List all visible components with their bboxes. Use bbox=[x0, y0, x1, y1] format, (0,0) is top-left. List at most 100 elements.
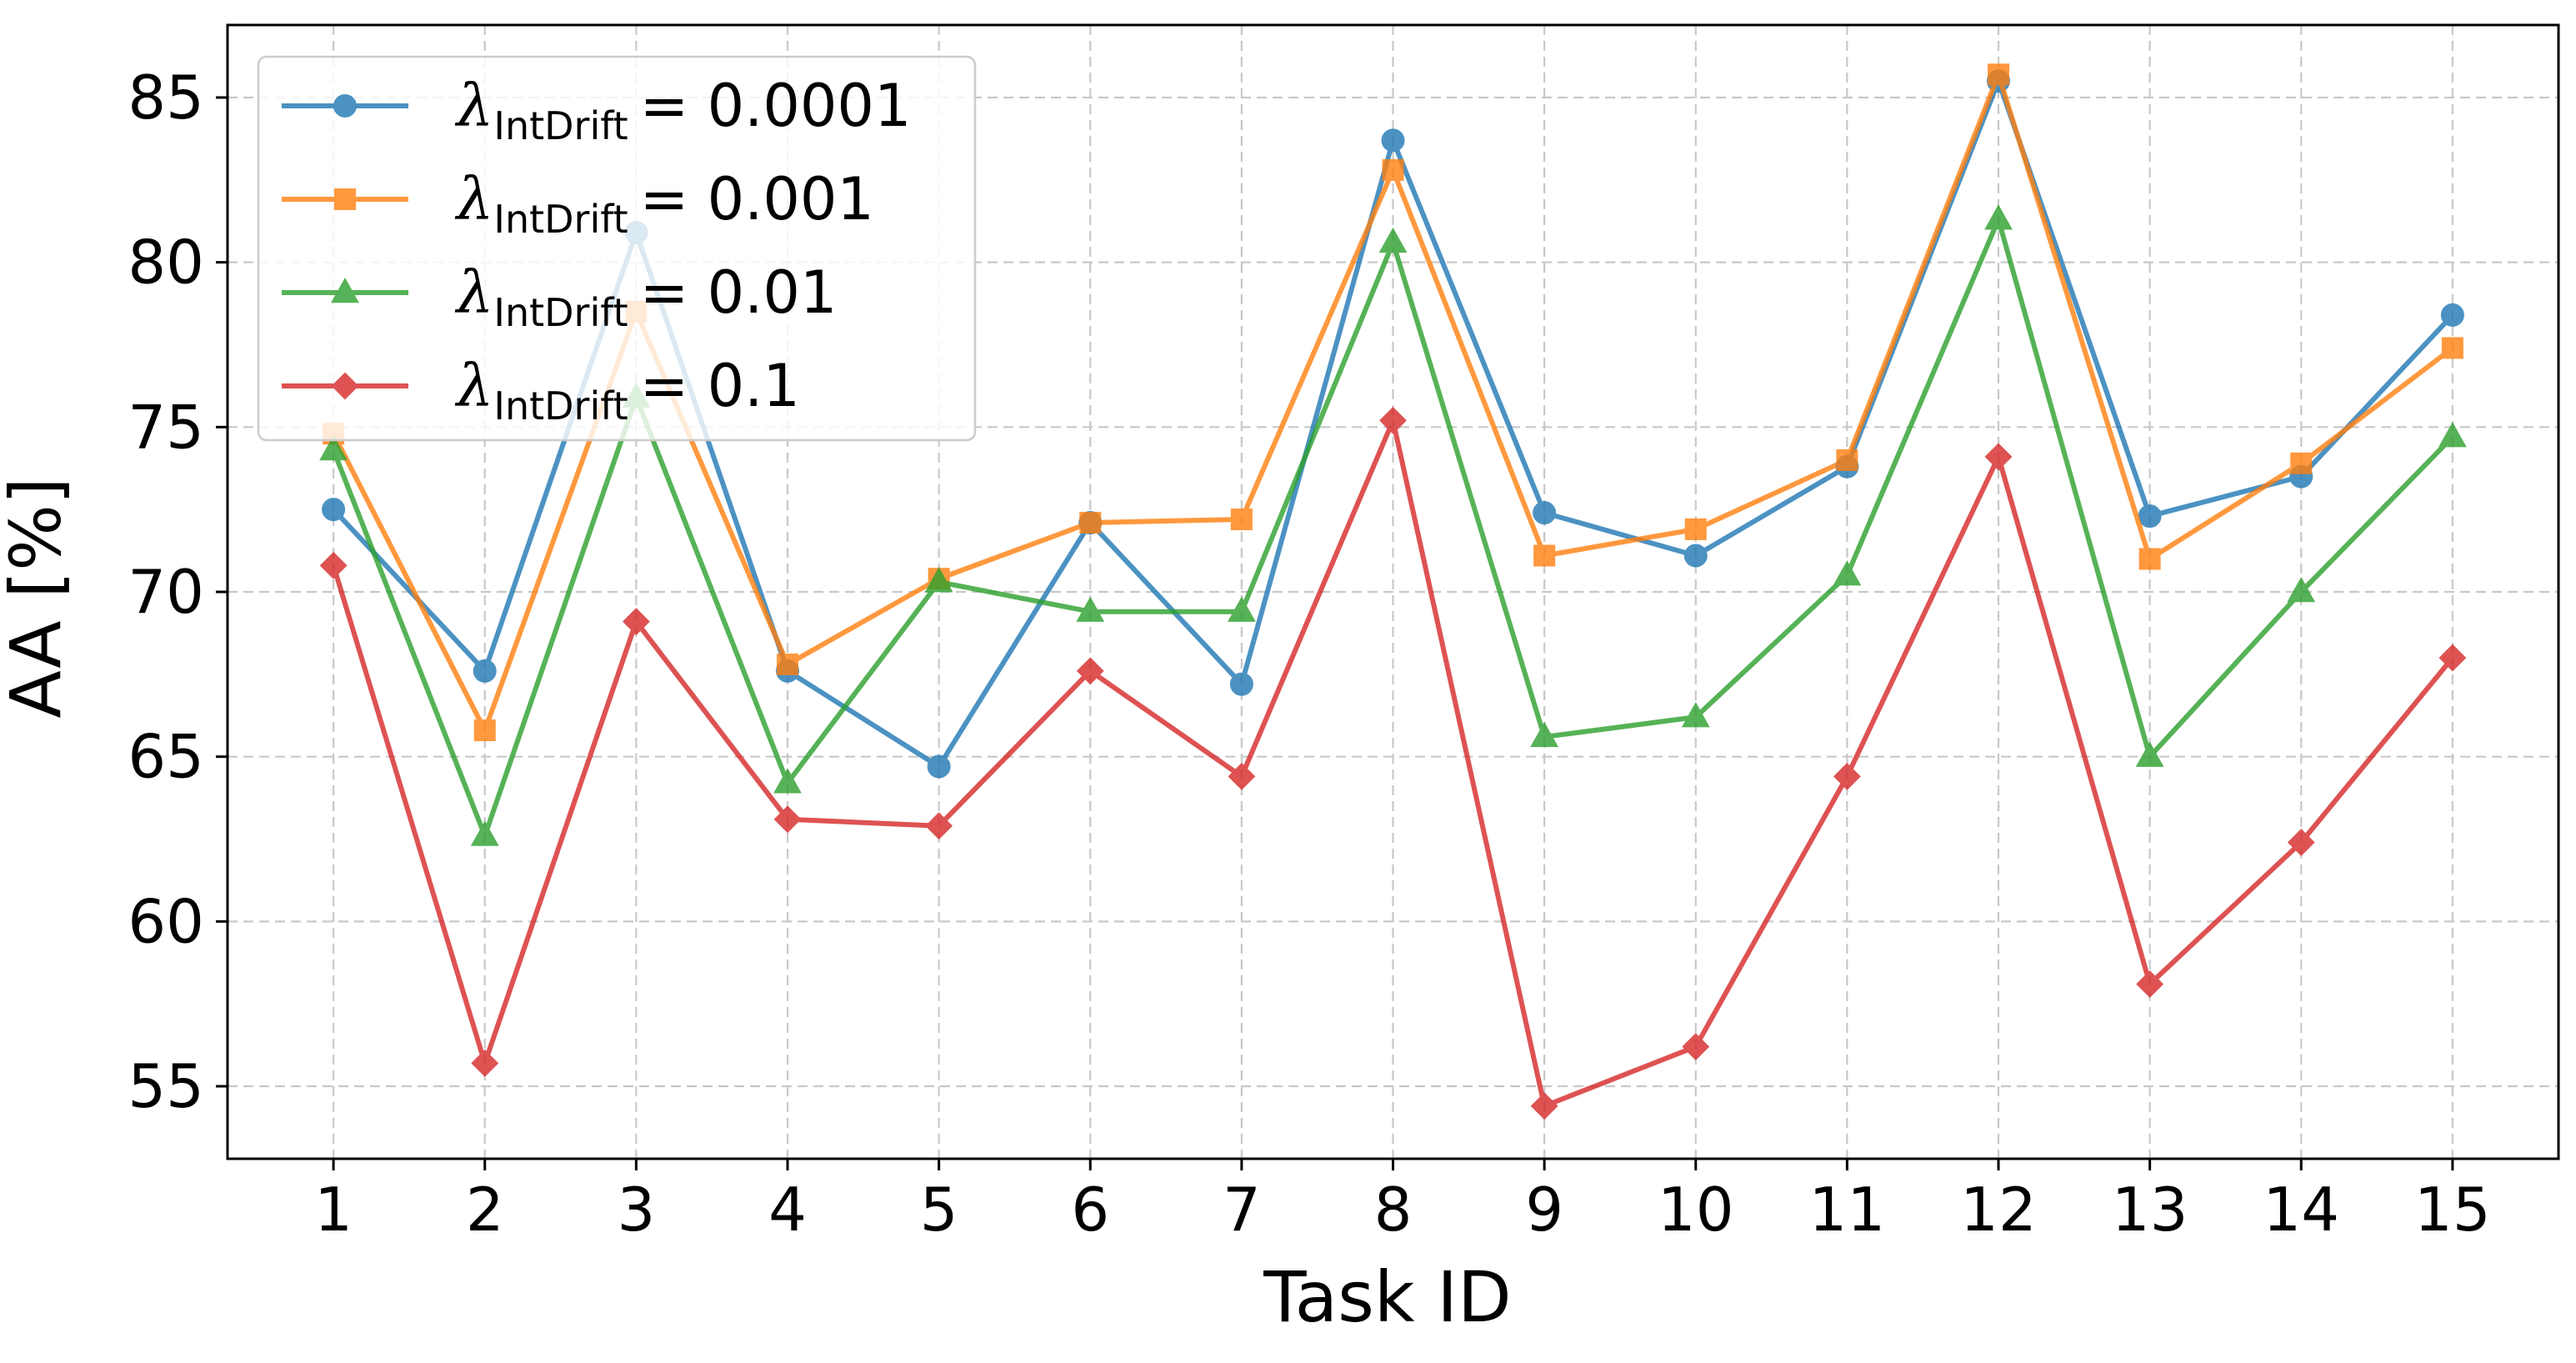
legend-subscript: IntDrift bbox=[493, 197, 628, 242]
y-axis: 55 60 65 70 75 80 85 bbox=[128, 63, 228, 1121]
data-point bbox=[2287, 576, 2316, 603]
x-axis-label: Task ID bbox=[1263, 1256, 1511, 1338]
legend-label: λIntDrift = 0.0001 bbox=[454, 72, 912, 148]
data-point bbox=[1836, 448, 1858, 471]
data-point bbox=[2441, 337, 2463, 359]
legend-marker bbox=[331, 372, 359, 400]
legend-label: λIntDrift = 0.1 bbox=[454, 352, 800, 428]
data-point bbox=[1681, 702, 1710, 728]
data-point bbox=[924, 567, 953, 593]
legend-value: = 0.01 bbox=[640, 258, 838, 327]
data-point bbox=[1530, 721, 1559, 748]
x-tick-label: 14 bbox=[2263, 1175, 2339, 1245]
legend-handle bbox=[282, 94, 408, 118]
data-point bbox=[1987, 63, 2009, 86]
data-point bbox=[2136, 970, 2164, 998]
legend-marker bbox=[333, 94, 357, 118]
data-point bbox=[470, 820, 499, 846]
data-point bbox=[1533, 501, 1557, 525]
x-tick-label: 4 bbox=[768, 1175, 807, 1245]
data-point bbox=[1530, 1092, 1558, 1120]
data-point bbox=[773, 805, 802, 834]
x-tick-label: 5 bbox=[920, 1175, 958, 1245]
legend-handle bbox=[282, 372, 408, 400]
x-tick-label: 7 bbox=[1223, 1175, 1261, 1245]
data-point bbox=[1230, 509, 1253, 531]
legend-subscript: IntDrift bbox=[493, 383, 628, 428]
data-point bbox=[2135, 741, 2164, 767]
legend-item: λIntDrift = 0.01 bbox=[282, 258, 837, 335]
data-point bbox=[2290, 452, 2313, 474]
data-point bbox=[927, 754, 951, 779]
legend-subscript: IntDrift bbox=[493, 290, 628, 335]
x-tick-label: 1 bbox=[314, 1175, 353, 1245]
legend-handle bbox=[282, 188, 408, 210]
x-tick-label: 2 bbox=[466, 1175, 504, 1245]
legend-marker bbox=[334, 188, 356, 210]
legend-value: = 0.001 bbox=[640, 165, 874, 233]
data-point bbox=[1684, 518, 1707, 540]
data-point bbox=[1228, 762, 1256, 790]
data-point bbox=[2440, 303, 2464, 327]
data-point bbox=[1079, 511, 1102, 534]
series-4 bbox=[319, 407, 2467, 1120]
x-tick-label: 13 bbox=[2112, 1175, 2188, 1245]
y-tick-label: 85 bbox=[128, 63, 204, 133]
legend-handle bbox=[282, 277, 408, 303]
y-tick-label: 80 bbox=[128, 228, 204, 298]
data-point bbox=[1379, 407, 1407, 434]
data-point bbox=[473, 659, 497, 683]
data-point bbox=[319, 434, 348, 461]
data-point bbox=[1229, 672, 1253, 696]
data-point bbox=[2138, 504, 2162, 529]
x-tick-label: 8 bbox=[1374, 1175, 1413, 1245]
data-point bbox=[1533, 544, 1556, 567]
legend-label: λIntDrift = 0.001 bbox=[454, 165, 874, 242]
legend-value: = 0.1 bbox=[640, 352, 800, 420]
x-axis: 1 2 3 4 5 6 7 8 9 10 11 12 13 14 15 bbox=[314, 1159, 2491, 1245]
data-point bbox=[1076, 657, 1104, 685]
data-point bbox=[2138, 548, 2161, 570]
y-tick-label: 70 bbox=[128, 557, 204, 627]
legend-symbol: λ bbox=[454, 165, 493, 233]
x-tick-label: 15 bbox=[2414, 1175, 2491, 1245]
data-point bbox=[2438, 644, 2467, 672]
data-point bbox=[1682, 1033, 1710, 1060]
data-point bbox=[2438, 422, 2467, 448]
legend-label: λIntDrift = 0.01 bbox=[454, 258, 837, 335]
data-point bbox=[319, 551, 348, 579]
legend-value: = 0.0001 bbox=[640, 72, 912, 140]
x-tick-label: 10 bbox=[1658, 1175, 1734, 1245]
data-point bbox=[777, 653, 799, 675]
y-tick-label: 75 bbox=[128, 392, 204, 462]
data-point bbox=[1833, 762, 1861, 790]
data-point bbox=[1382, 158, 1404, 181]
y-axis-label: AA [%] bbox=[0, 477, 77, 718]
data-point bbox=[1381, 128, 1405, 153]
legend-symbol: λ bbox=[454, 72, 493, 140]
data-point bbox=[1984, 443, 2013, 471]
x-tick-label: 12 bbox=[1960, 1175, 2037, 1245]
legend-item: λIntDrift = 0.0001 bbox=[282, 72, 912, 148]
data-point bbox=[1227, 596, 1256, 622]
legend-item: λIntDrift = 0.001 bbox=[282, 165, 874, 242]
data-point bbox=[471, 1049, 499, 1077]
data-point bbox=[1984, 204, 2013, 230]
legend-symbol: λ bbox=[454, 258, 493, 327]
x-tick-label: 3 bbox=[617, 1175, 655, 1245]
x-tick-label: 6 bbox=[1071, 1175, 1109, 1245]
data-point bbox=[473, 719, 496, 742]
data-point bbox=[1076, 596, 1105, 622]
y-tick-label: 55 bbox=[128, 1051, 204, 1121]
data-point bbox=[2287, 829, 2315, 856]
x-tick-label: 11 bbox=[1809, 1175, 1886, 1245]
x-tick-label: 9 bbox=[1525, 1175, 1563, 1245]
legend-item: λIntDrift = 0.1 bbox=[282, 352, 800, 428]
data-point bbox=[773, 768, 802, 794]
data-point bbox=[322, 498, 346, 522]
y-tick-label: 60 bbox=[128, 886, 204, 956]
data-point bbox=[1833, 560, 1862, 586]
y-tick-label: 65 bbox=[128, 722, 204, 792]
